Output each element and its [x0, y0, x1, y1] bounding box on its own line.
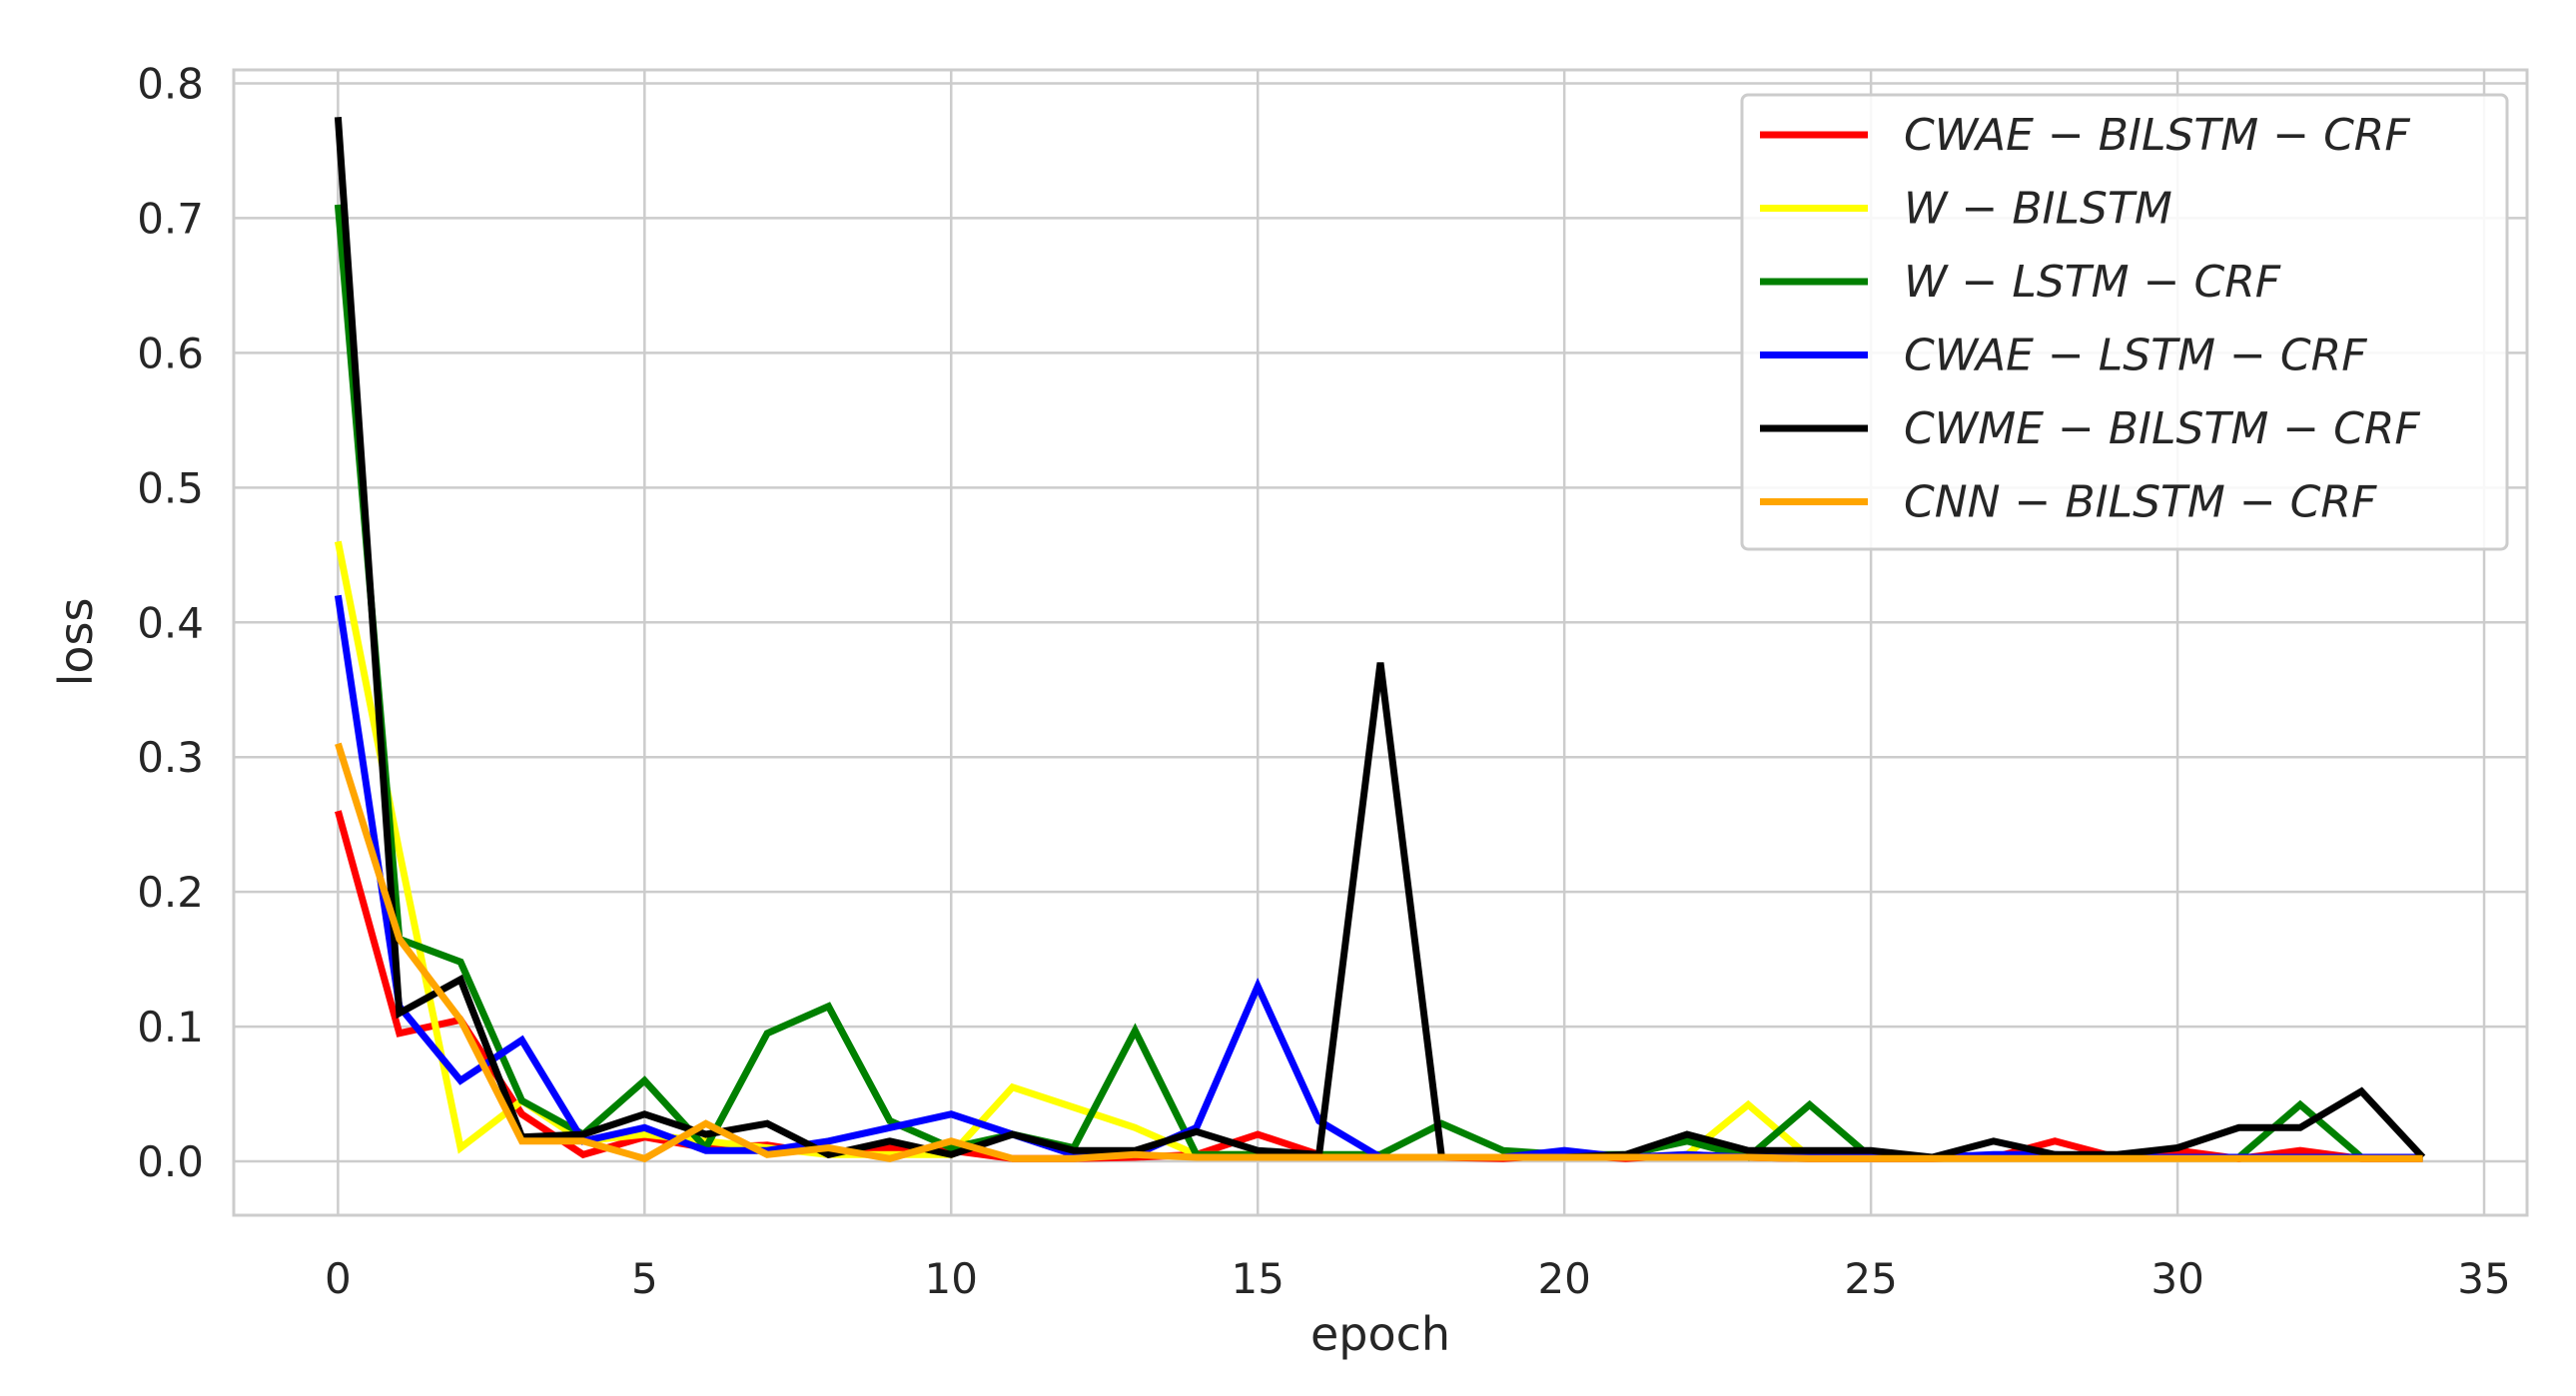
- legend-label-2: W − BILSTM: [1904, 184, 2172, 235]
- series-line-2: [334, 540, 2423, 1161]
- x-tick-label: 35: [2457, 1254, 2510, 1303]
- x-tick-label: 25: [1844, 1254, 1897, 1303]
- legend: CWAE − BILSTM − CRF W − BILSTM W − LSTM − …: [1740, 93, 2509, 551]
- x-tick-label: 0: [325, 1254, 352, 1303]
- series-lines: [334, 116, 2426, 1163]
- legend-box: [1740, 93, 2509, 551]
- x-axis-label: epoch: [1310, 1307, 1450, 1361]
- x-tick-label: 15: [1231, 1254, 1284, 1303]
- x-tick-label: 30: [2150, 1254, 2203, 1303]
- legend-label-6: CNN − BILSTM − CRF: [1904, 477, 2377, 528]
- x-tick-label: 5: [631, 1254, 658, 1303]
- series-line-5: [334, 116, 2426, 1161]
- series-line-1: [335, 810, 2423, 1162]
- series-line-6: [335, 742, 2423, 1163]
- y-tick-label: 0.5: [137, 463, 204, 512]
- y-tick-labels: 0.0 0.1 0.2 0.3 0.4 0.5 0.6 0.7 0.8: [137, 59, 204, 1186]
- legend-label-5: CWME − BILSTM − CRF: [1904, 403, 2420, 454]
- y-tick-label: 0.1: [137, 1003, 204, 1051]
- legend-label-1: CWAE − BILSTM − CRF: [1904, 110, 2410, 161]
- y-tick-label: 0.8: [137, 59, 204, 108]
- legend-label-3: W − LSTM − CRF: [1904, 257, 2281, 308]
- y-tick-label: 0.0: [137, 1137, 204, 1186]
- y-tick-label: 0.3: [137, 733, 204, 782]
- plot-area-frame: [232, 68, 2529, 1217]
- x-tick-label: 10: [925, 1254, 978, 1303]
- y-tick-label: 0.7: [137, 194, 204, 243]
- y-axis-label: loss: [49, 598, 103, 687]
- y-tick-label: 0.4: [137, 598, 204, 647]
- legend-label-4: CWAE − LSTM − CRF: [1904, 331, 2367, 381]
- x-tick-label: 20: [1537, 1254, 1590, 1303]
- y-tick-label: 0.6: [137, 329, 204, 377]
- y-tick-label: 0.2: [137, 868, 204, 917]
- x-tick-labels: 0 5 10 15 20 25 30 35: [325, 1254, 2511, 1303]
